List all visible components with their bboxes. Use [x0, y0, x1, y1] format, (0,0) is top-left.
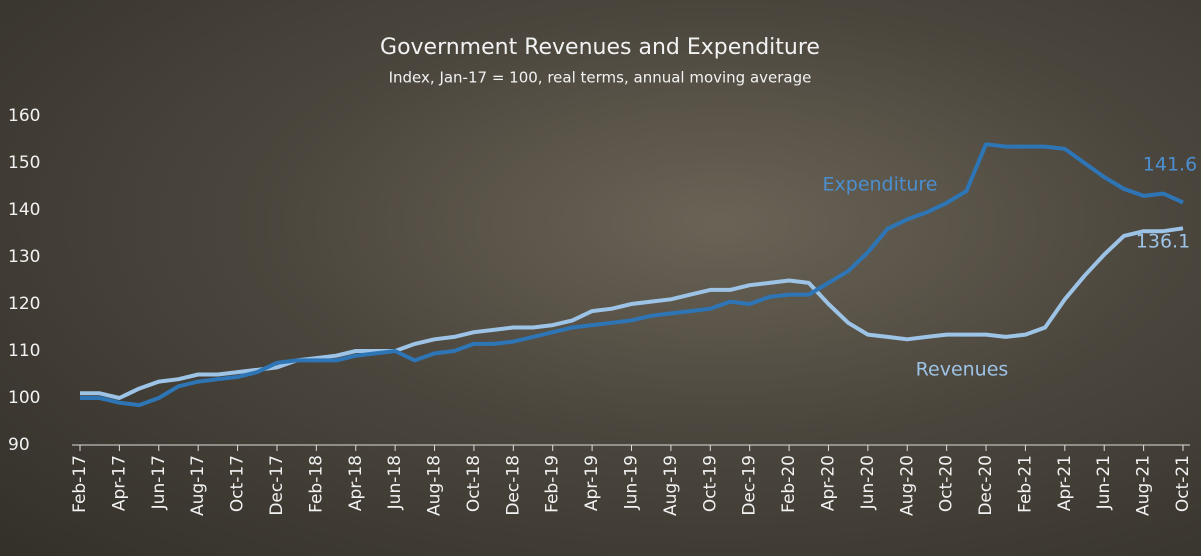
y-tick-label: 110: [8, 341, 40, 361]
y-tick-label: 100: [8, 388, 40, 408]
x-tick-label: Dec-17: [267, 455, 287, 516]
x-tick-label: Apr-19: [582, 455, 602, 511]
x-tick-label: Jun-17: [149, 455, 169, 510]
x-tick-label: Jun-21: [1094, 455, 1114, 510]
x-tick-label: Aug-18: [425, 455, 445, 516]
x-tick-label: Jun-20: [858, 455, 878, 510]
x-tick-label: Dec-20: [976, 455, 996, 516]
x-tick-label: Dec-18: [503, 455, 523, 516]
x-tick-label: Dec-19: [740, 455, 760, 516]
y-tick-label: 120: [8, 294, 40, 314]
series-line: [80, 228, 1183, 398]
x-tick-label: Feb-18: [306, 455, 326, 513]
x-tick-label: Oct-17: [228, 455, 248, 512]
x-tick-label: Oct-18: [464, 455, 484, 512]
x-tick-label: Feb-17: [70, 455, 90, 513]
data-label: 141.6: [1143, 154, 1197, 176]
y-tick-label: 150: [8, 153, 40, 173]
x-tick-label: Aug-21: [1134, 455, 1154, 516]
x-tick-label: Oct-21: [1173, 455, 1193, 512]
series-label: Expenditure: [823, 174, 938, 196]
data-label: 136.1: [1136, 231, 1190, 253]
x-tick-label: Apr-21: [1055, 455, 1075, 511]
y-tick-label: 160: [8, 106, 40, 126]
series-label: Revenues: [916, 359, 1009, 381]
x-tick-label: Apr-17: [109, 455, 129, 511]
x-tick-label: Apr-18: [346, 455, 366, 511]
x-tick-label: Oct-19: [700, 455, 720, 512]
y-tick-label: 130: [8, 247, 40, 267]
y-tick-label: 90: [8, 435, 30, 455]
x-tick-label: Aug-20: [897, 455, 917, 516]
x-tick-label: Oct-20: [937, 455, 957, 512]
x-tick-label: Aug-19: [661, 455, 681, 516]
x-tick-label: Aug-17: [188, 455, 208, 516]
chart: Government Revenues and Expenditure Inde…: [0, 0, 1201, 556]
x-tick-label: Feb-19: [543, 455, 563, 513]
x-tick-label: Apr-20: [818, 455, 838, 511]
series-line: [80, 144, 1183, 405]
x-tick-label: Feb-20: [779, 455, 799, 513]
x-tick-label: Jun-18: [385, 455, 405, 510]
x-tick-label: Jun-19: [622, 455, 642, 510]
x-tick-label: Feb-21: [1015, 455, 1035, 513]
y-tick-label: 140: [8, 200, 40, 220]
chart-subtitle: Index, Jan-17 = 100, real terms, annual …: [389, 69, 812, 87]
page: Government Revenues and Expenditure Inde…: [0, 0, 1201, 556]
chart-title: Government Revenues and Expenditure: [380, 35, 820, 60]
